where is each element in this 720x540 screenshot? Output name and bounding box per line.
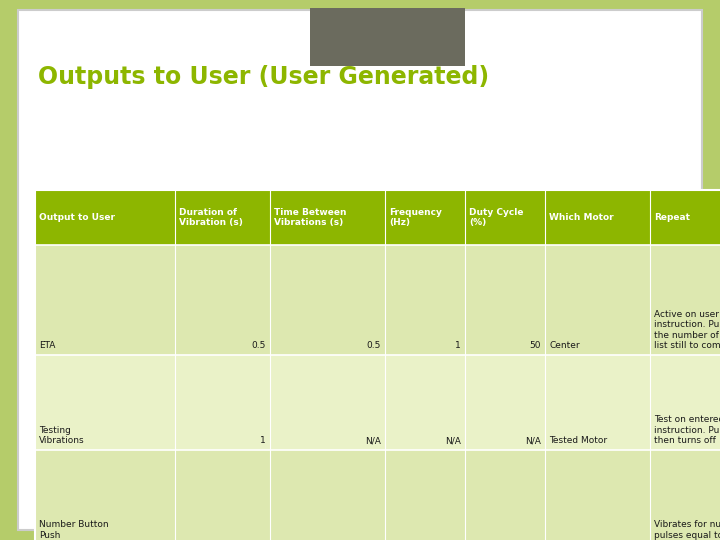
Text: N/A: N/A <box>445 436 461 445</box>
Text: Repeat: Repeat <box>654 213 690 222</box>
Text: Center: Center <box>549 341 580 350</box>
Text: 1: 1 <box>260 436 266 445</box>
Bar <box>310 8 465 66</box>
Text: Testing
Vibrations: Testing Vibrations <box>39 426 85 445</box>
Text: N/A: N/A <box>525 436 541 445</box>
Text: Vibrates for number of
pulses equal to numeric
number of button: Vibrates for number of pulses equal to n… <box>654 520 720 540</box>
Text: Test on entered testing
instruction. Pulses and
then turns off: Test on entered testing instruction. Pul… <box>654 415 720 445</box>
Text: Duration of
Vibration (s): Duration of Vibration (s) <box>179 208 243 227</box>
Text: Frequency
(Hz): Frequency (Hz) <box>389 208 442 227</box>
Bar <box>35 245 720 355</box>
Text: Number Button
Push
Confirmation: Number Button Push Confirmation <box>39 520 109 540</box>
Bar <box>35 450 720 540</box>
Text: Time Between
Vibrations (s): Time Between Vibrations (s) <box>274 208 346 227</box>
Text: Outputs to User (User Generated): Outputs to User (User Generated) <box>38 65 489 89</box>
Text: Which Motor: Which Motor <box>549 213 613 222</box>
Text: N/A: N/A <box>365 436 381 445</box>
Text: 0.5: 0.5 <box>251 341 266 350</box>
Bar <box>35 190 720 540</box>
Bar <box>35 190 720 245</box>
Text: 50: 50 <box>529 341 541 350</box>
Text: 0.5: 0.5 <box>366 341 381 350</box>
Bar <box>35 355 720 450</box>
Text: 1: 1 <box>455 341 461 350</box>
Text: Active on user
instruction. Pulses for
the number of tags in
list still to come: Active on user instruction. Pulses for t… <box>654 310 720 350</box>
Text: Output to User: Output to User <box>39 213 115 222</box>
Text: ETA: ETA <box>39 341 55 350</box>
Text: Tested Motor: Tested Motor <box>549 436 607 445</box>
Text: Duty Cycle
(%): Duty Cycle (%) <box>469 208 523 227</box>
